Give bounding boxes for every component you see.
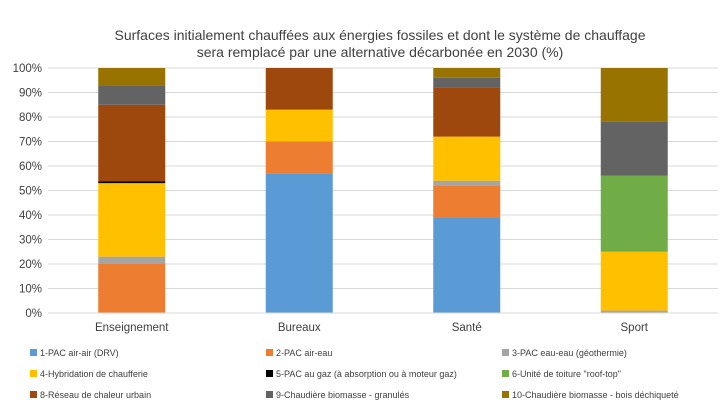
legend-item: 2-PAC air-eau	[266, 348, 332, 358]
legend-swatch	[502, 370, 509, 377]
bar-segment	[98, 104, 166, 182]
legend-item: 5-PAC au gaz (à absorption ou à moteur g…	[266, 369, 457, 379]
legend-swatch	[266, 370, 273, 377]
bar-segment	[265, 173, 333, 313]
bar-segment	[433, 185, 501, 218]
bar-segment	[600, 251, 668, 311]
legend-item: 8-Réseau de chaleur urbain	[30, 390, 151, 400]
chart-title-line-2: sera remplacé par une alternative décarb…	[197, 44, 564, 60]
bar-segment	[265, 141, 333, 174]
legend-label: 10-Chaudière biomasse - bois déchiqueté	[512, 390, 679, 400]
legend-swatch	[30, 349, 37, 356]
bar-segment	[98, 256, 166, 264]
x-axis: Enseignement Bureaux Santé Sport	[48, 312, 718, 334]
bar-segment	[98, 181, 166, 184]
bar-segment	[600, 310, 668, 313]
legend-item: 3-PAC eau-eau (géothermie)	[502, 348, 627, 358]
bar-segment	[433, 87, 501, 137]
y-tick-label: 10%	[19, 284, 42, 296]
bar-stack-bureaux	[265, 68, 333, 313]
legend-swatch	[30, 370, 37, 377]
bar-segment	[265, 68, 333, 110]
legend-label: 9-Chaudière biomasse - granulés	[276, 390, 410, 400]
legend-swatch	[266, 391, 273, 398]
bar-stack-sport	[600, 68, 668, 313]
y-tick-label: 50%	[19, 186, 42, 198]
bars	[98, 68, 668, 313]
bar-stack-santé	[433, 68, 501, 313]
legend-item: 10-Chaudière biomasse - bois déchiqueté	[502, 390, 679, 400]
legend-label: 2-PAC air-eau	[276, 348, 332, 358]
bar-segment	[600, 121, 668, 176]
bar-segment	[98, 85, 166, 105]
y-tick-label: 30%	[19, 235, 42, 247]
legend-swatch	[502, 349, 509, 356]
legend-label: 6-Unité de toiture "roof-top"	[512, 369, 621, 379]
legend-item: 9-Chaudière biomasse - granulés	[266, 390, 410, 400]
y-tick-label: 100%	[13, 63, 42, 75]
bar-segment	[433, 180, 501, 186]
x-tick-label: Bureaux	[278, 322, 321, 334]
legend-swatch	[502, 391, 509, 398]
legend-item: 1-PAC air-air (DRV)	[30, 348, 119, 358]
bar-segment	[433, 68, 501, 78]
legend: 1-PAC air-air (DRV) 2-PAC air-eau 3-PAC ea…	[30, 348, 679, 400]
legend-label: 8-Réseau de chaleur urbain	[40, 390, 151, 400]
bar-segment	[265, 109, 333, 142]
bar-segment	[600, 68, 668, 122]
legend-item: 4-Hybridation de chaufferie	[30, 369, 148, 379]
x-tick-label: Santé	[452, 322, 482, 334]
legend-label: 4-Hybridation de chaufferie	[40, 369, 148, 379]
x-tick-label: Enseignement	[95, 322, 169, 334]
bar-segment	[600, 175, 668, 252]
legend-swatch	[266, 349, 273, 356]
y-tick-label: 0%	[25, 308, 42, 320]
bar-stack-enseignement	[98, 68, 166, 313]
legend-item: 6-Unité de toiture "roof-top"	[502, 369, 621, 379]
y-axis-tick-labels: 0% 10% 20% 30% 40% 50% 60% 70% 80% 90% 100%	[13, 63, 42, 320]
chart-title-line-1: Surfaces initialement chauffées aux éner…	[114, 27, 645, 43]
bar-segment	[98, 264, 166, 313]
legend-swatch	[30, 391, 37, 398]
y-tick-label: 40%	[19, 210, 42, 222]
y-tick-label: 60%	[19, 161, 42, 173]
y-tick-label: 90%	[19, 88, 42, 100]
bar-segment	[433, 136, 501, 181]
y-tick-label: 20%	[19, 259, 42, 271]
bar-segment	[433, 77, 501, 88]
y-tick-label: 70%	[19, 137, 42, 149]
bar-segment	[98, 183, 166, 257]
legend-label: 3-PAC eau-eau (géothermie)	[512, 348, 627, 358]
bar-segment	[98, 68, 166, 86]
legend-label: 1-PAC air-air (DRV)	[40, 348, 119, 358]
y-tick-label: 80%	[19, 112, 42, 124]
legend-label: 5-PAC au gaz (à absorption ou à moteur g…	[276, 369, 457, 379]
bar-segment	[433, 217, 501, 313]
x-tick-label: Sport	[621, 322, 649, 334]
